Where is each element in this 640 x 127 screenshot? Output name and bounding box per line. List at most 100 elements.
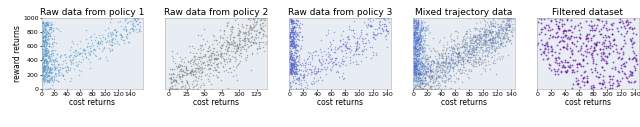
Point: [456, 63, 466, 65]
Point: [408, 34, 419, 36]
Point: [418, 27, 428, 29]
Point: [285, 68, 295, 70]
Point: [419, 64, 429, 66]
Point: [109, 42, 119, 44]
Point: [477, 36, 487, 38]
Point: [381, 38, 391, 40]
Point: [453, 61, 463, 63]
Point: [456, 59, 467, 61]
Point: [444, 78, 454, 80]
Point: [410, 39, 420, 41]
Point: [37, 84, 47, 86]
Point: [247, 53, 257, 55]
Point: [410, 57, 420, 59]
Point: [246, 41, 257, 43]
Point: [558, 32, 568, 34]
Point: [417, 62, 427, 64]
Point: [513, 17, 523, 19]
Point: [435, 66, 445, 68]
Point: [502, 17, 512, 19]
Point: [87, 42, 97, 44]
Point: [188, 80, 198, 82]
Point: [285, 66, 296, 68]
Point: [414, 79, 424, 81]
Point: [409, 57, 419, 59]
Point: [292, 73, 303, 75]
Point: [171, 80, 181, 82]
Point: [365, 25, 376, 27]
X-axis label: cost returns: cost returns: [317, 98, 363, 107]
Point: [41, 50, 51, 52]
Point: [422, 24, 433, 26]
Point: [67, 62, 77, 64]
Point: [38, 45, 49, 47]
Point: [291, 68, 301, 70]
Point: [410, 66, 420, 68]
Point: [363, 18, 373, 20]
Point: [43, 80, 53, 82]
Point: [465, 56, 476, 58]
Point: [177, 74, 187, 76]
Point: [351, 45, 362, 47]
Point: [424, 77, 435, 79]
Point: [285, 35, 295, 37]
Point: [415, 31, 426, 33]
Point: [111, 35, 121, 37]
Point: [285, 57, 295, 59]
Point: [335, 44, 345, 46]
Point: [232, 45, 242, 47]
Point: [412, 21, 422, 23]
Point: [44, 56, 54, 58]
Point: [286, 45, 296, 47]
Point: [628, 42, 638, 44]
Point: [412, 41, 422, 43]
Point: [411, 61, 421, 63]
Point: [177, 58, 187, 60]
Point: [541, 54, 552, 56]
Point: [412, 22, 422, 24]
Point: [287, 44, 297, 46]
Point: [561, 71, 571, 73]
Point: [456, 57, 466, 59]
Point: [329, 31, 339, 33]
Point: [219, 30, 229, 32]
Point: [61, 65, 72, 67]
Point: [42, 64, 52, 66]
Point: [285, 69, 296, 71]
Point: [346, 49, 356, 51]
Point: [289, 73, 300, 75]
Point: [467, 44, 477, 46]
Point: [416, 29, 426, 31]
Point: [470, 48, 480, 50]
Point: [602, 62, 612, 64]
Point: [287, 62, 297, 64]
Point: [447, 66, 458, 68]
Point: [80, 53, 90, 55]
Point: [45, 28, 55, 30]
Point: [424, 75, 434, 77]
Point: [118, 28, 128, 30]
Point: [40, 58, 50, 60]
Point: [415, 65, 426, 67]
Point: [515, 17, 525, 19]
Point: [442, 72, 452, 74]
Point: [416, 53, 426, 55]
Point: [83, 58, 93, 60]
Point: [61, 70, 72, 72]
Point: [106, 40, 116, 42]
Point: [410, 46, 420, 48]
Point: [612, 30, 623, 32]
Point: [429, 76, 439, 78]
Point: [168, 80, 179, 82]
Point: [417, 63, 428, 65]
Point: [496, 43, 506, 45]
Point: [616, 58, 626, 60]
Point: [419, 73, 429, 75]
Point: [409, 50, 419, 52]
Point: [288, 64, 298, 66]
Point: [504, 24, 514, 26]
Point: [287, 67, 297, 69]
Point: [415, 27, 425, 29]
Point: [486, 34, 496, 36]
Point: [436, 62, 446, 64]
